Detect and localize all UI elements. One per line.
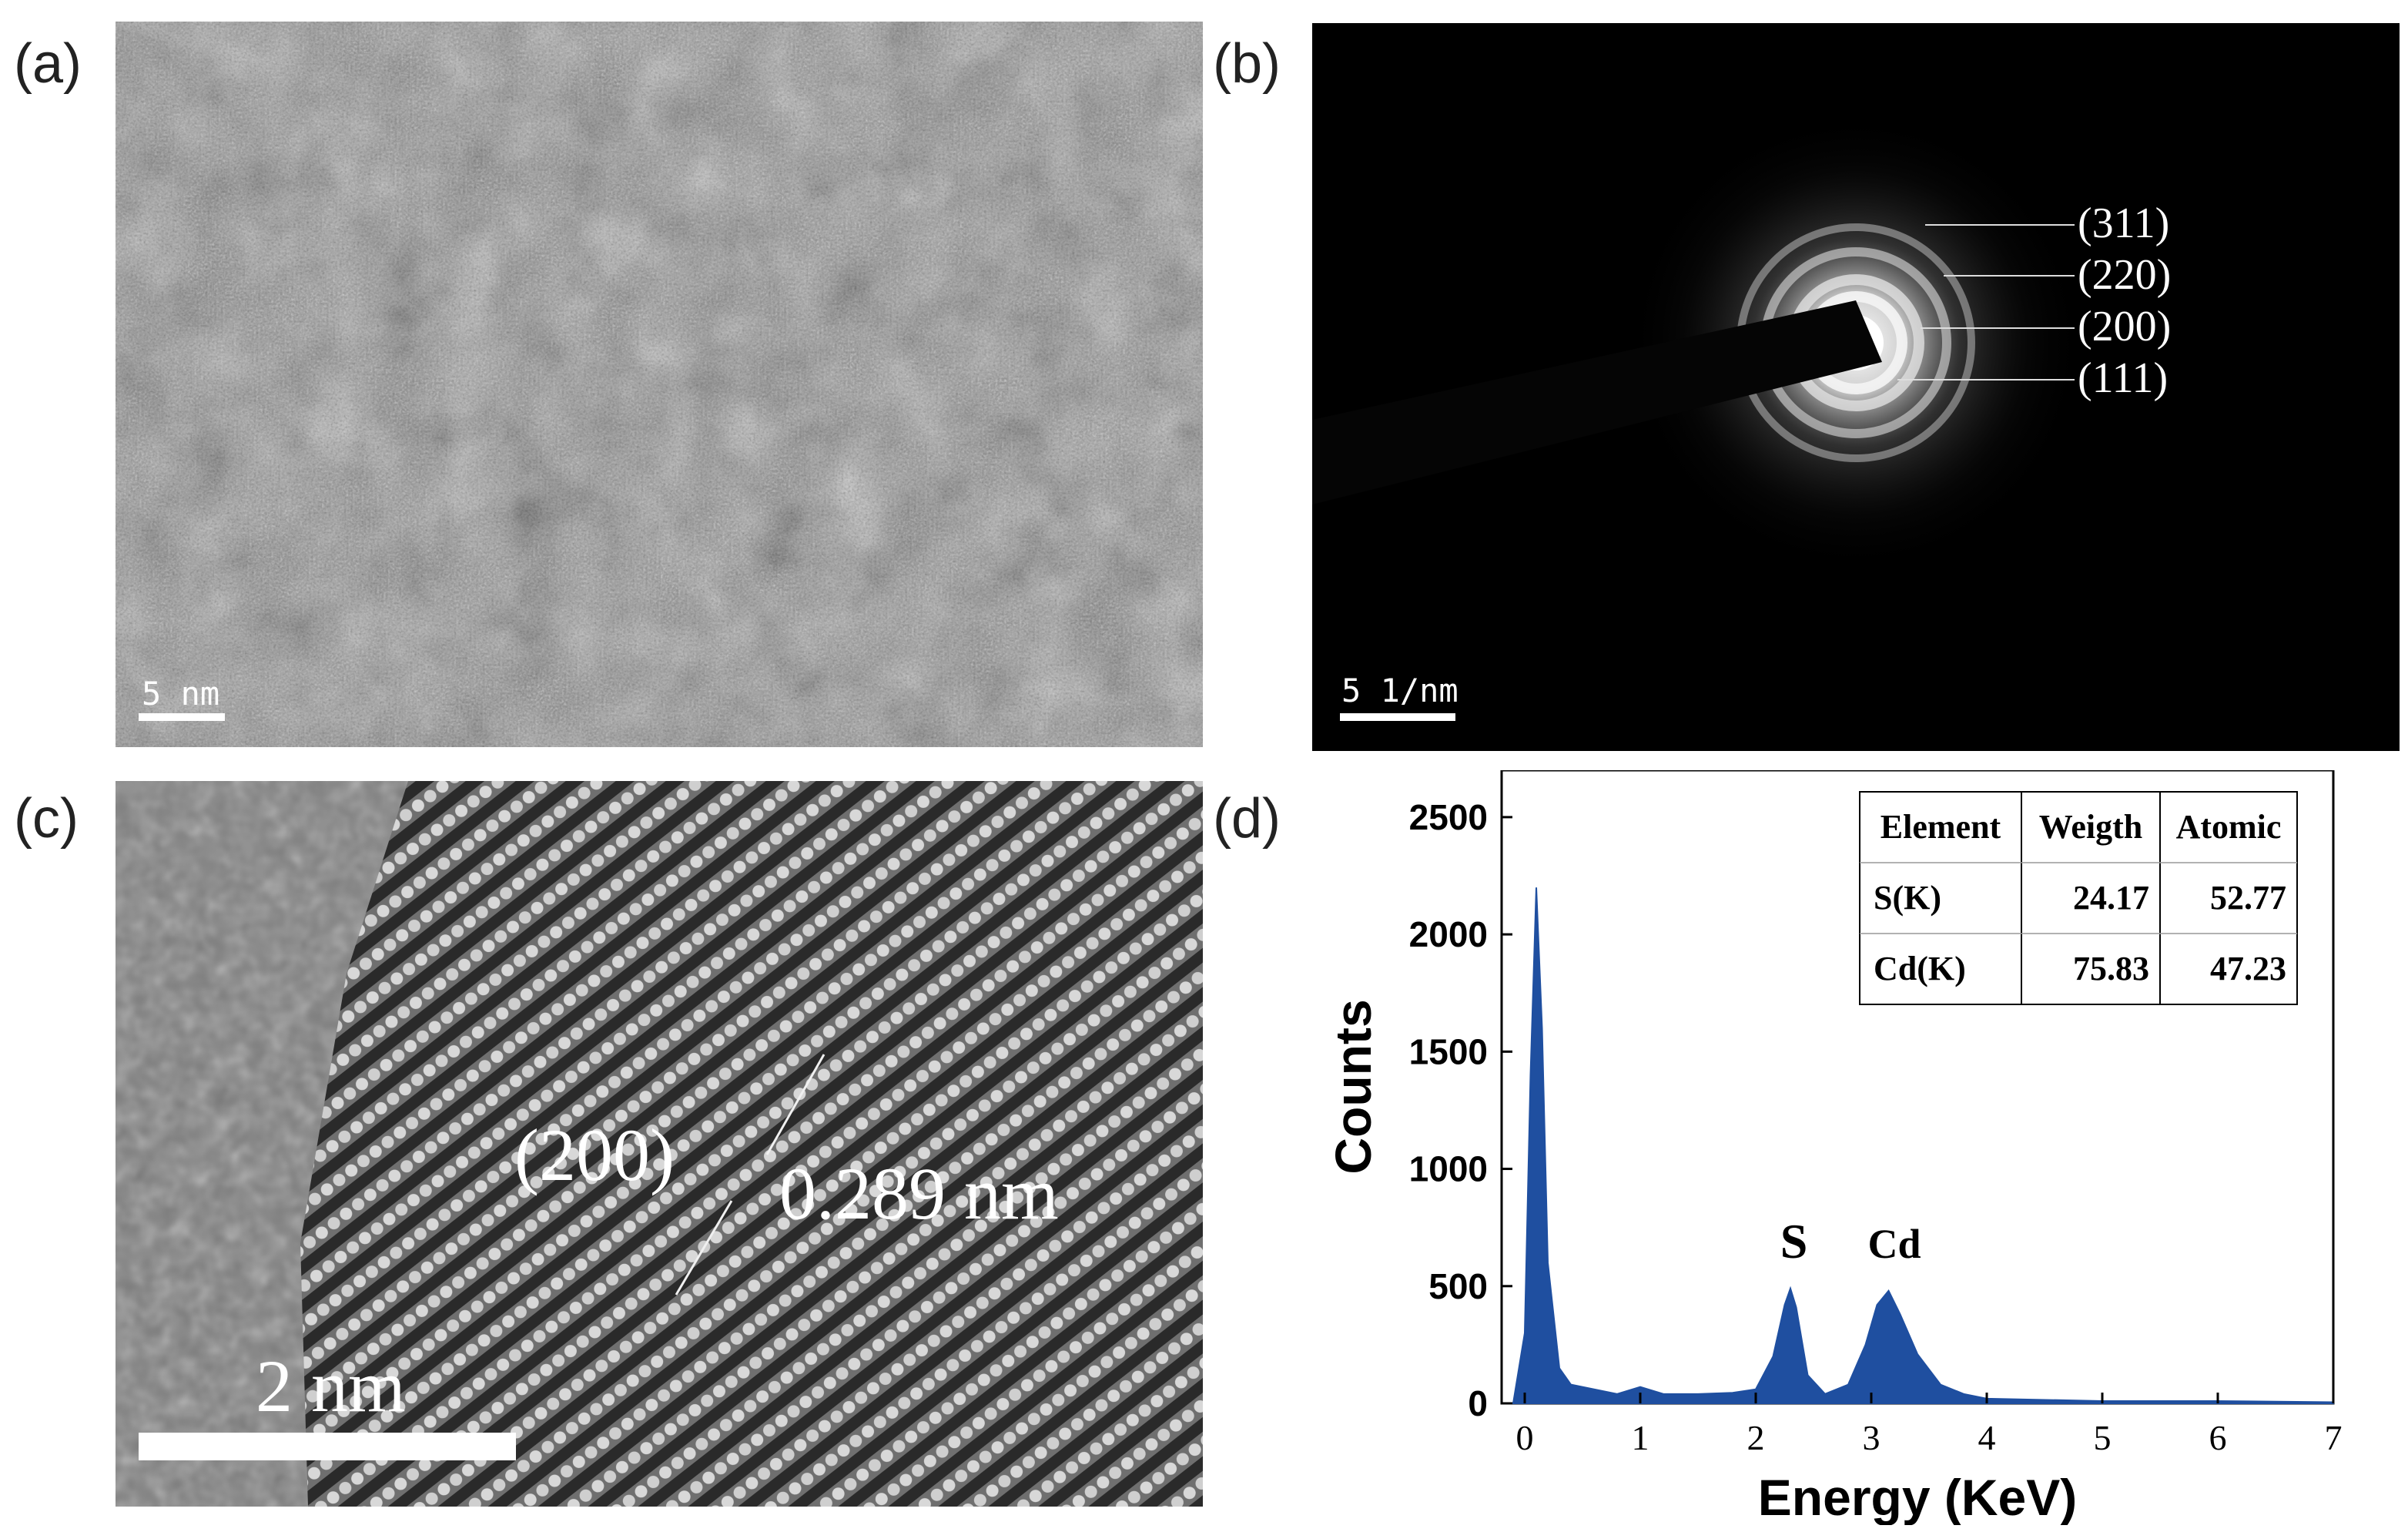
spacing-marker-lower xyxy=(675,1200,733,1296)
x-axis-label: Energy (KeV) xyxy=(1758,1469,2077,1525)
table-cell: S(K) xyxy=(1874,879,1941,917)
y-axis-label: Counts xyxy=(1325,999,1382,1174)
table-cell: 24.17 xyxy=(2073,879,2149,917)
scale-bar-label-b: 5 1/nm xyxy=(1341,672,1459,709)
x-tick-label: 6 xyxy=(2209,1418,2227,1457)
tem-image-a: 5 nm xyxy=(116,22,1203,747)
ring-label-220: (220) xyxy=(2078,251,2172,299)
x-tick-label: 1 xyxy=(1632,1418,1649,1457)
x-tick-label: 4 xyxy=(1978,1418,1996,1457)
panel-label-b: (b) xyxy=(1213,33,1281,95)
y-tick-label: 2000 xyxy=(1409,914,1488,954)
table-header-cell: Atomic xyxy=(2176,808,2282,846)
table-cell: Cd(K) xyxy=(1874,950,1966,987)
x-tick-label: 0 xyxy=(1516,1418,1534,1457)
panel-label-d: (d) xyxy=(1213,788,1281,850)
beam-stop xyxy=(1312,300,1882,505)
panel-label-c: (c) xyxy=(14,788,79,850)
table-header-cell: Element xyxy=(1881,808,2001,846)
scale-bar-b xyxy=(1340,713,1455,721)
y-tick-label: 0 xyxy=(1468,1383,1488,1423)
eds-spectrum-chart: 0 1 2 3 4 5 6 7 0 500 1000 1500 2000 2500 Energy (KeV)… xyxy=(1325,770,2343,1525)
scale-bar-c xyxy=(139,1433,516,1460)
saed-pattern xyxy=(1312,112,2087,574)
scale-bar-label-a: 5 nm xyxy=(142,675,220,712)
plane-label: (200) xyxy=(514,1114,675,1196)
x-tick-label: 5 xyxy=(2094,1418,2112,1457)
spectrum-area xyxy=(1512,887,2334,1404)
y-tick-label: 1000 xyxy=(1409,1149,1488,1189)
hrtem-lattice xyxy=(116,781,1203,1507)
scale-bar-label-c: 2 nm xyxy=(256,1345,406,1427)
peak-label: Cd xyxy=(1867,1221,1921,1267)
scale-bar-a xyxy=(139,713,225,721)
ring-label-311: (311) xyxy=(2078,199,2170,247)
table-header-cell: Weigth xyxy=(2039,808,2142,846)
composition-table xyxy=(1859,791,2298,1005)
tem-texture-a xyxy=(116,22,1203,747)
y-tick-label: 2500 xyxy=(1409,797,1488,837)
table-cell: 47.23 xyxy=(2210,950,2286,987)
x-tick-label: 7 xyxy=(2325,1418,2343,1457)
x-tick-label: 2 xyxy=(1747,1418,1765,1457)
x-tick-label: 3 xyxy=(1863,1418,1881,1457)
table-cell: 75.83 xyxy=(2073,950,2149,987)
y-tick-label: 1500 xyxy=(1409,1031,1488,1071)
y-tick-label: 500 xyxy=(1428,1266,1488,1306)
hrtem-image-c: (200) 0.289 nm 2 nm xyxy=(116,781,1203,1507)
spacing-label: 0.289 nm xyxy=(779,1152,1059,1235)
table-cell: 52.77 xyxy=(2210,879,2286,917)
panel-label-a: (a) xyxy=(14,33,82,95)
peak-label: S xyxy=(1780,1214,1808,1269)
ring-label-111: (111) xyxy=(2078,354,2169,402)
saed-image-b: (311) (220) (200) (111) 5 1/nm xyxy=(1312,23,2400,751)
ring-label-200: (200) xyxy=(2078,303,2172,350)
spacing-marker-upper xyxy=(765,1054,826,1155)
